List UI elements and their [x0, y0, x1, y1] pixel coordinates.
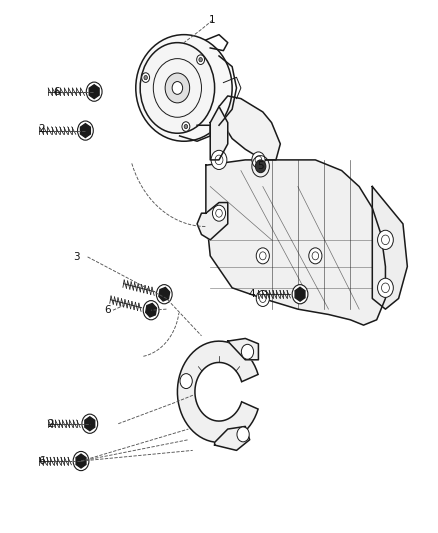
Circle shape	[378, 230, 393, 249]
Circle shape	[256, 290, 269, 306]
Circle shape	[86, 82, 102, 101]
Circle shape	[241, 344, 254, 359]
Ellipse shape	[136, 35, 232, 141]
Circle shape	[292, 285, 308, 304]
Polygon shape	[206, 160, 385, 325]
Text: 1: 1	[209, 15, 216, 25]
Circle shape	[143, 301, 159, 320]
Circle shape	[165, 73, 190, 103]
Circle shape	[212, 205, 226, 221]
Circle shape	[252, 152, 265, 168]
Circle shape	[144, 76, 148, 80]
Circle shape	[140, 43, 215, 133]
Polygon shape	[177, 341, 258, 442]
Polygon shape	[295, 287, 305, 301]
Text: 4: 4	[248, 289, 255, 299]
Polygon shape	[228, 338, 258, 360]
Circle shape	[211, 150, 227, 169]
Polygon shape	[85, 417, 95, 431]
Text: 2: 2	[47, 419, 54, 429]
Circle shape	[255, 160, 266, 173]
Circle shape	[78, 121, 93, 140]
Circle shape	[172, 82, 183, 94]
Circle shape	[156, 285, 172, 304]
Polygon shape	[372, 187, 407, 309]
Circle shape	[184, 124, 187, 128]
Polygon shape	[76, 454, 86, 468]
Text: 6: 6	[38, 456, 45, 466]
Circle shape	[256, 248, 269, 264]
Polygon shape	[210, 107, 228, 160]
Circle shape	[73, 451, 89, 471]
Polygon shape	[81, 124, 90, 138]
Circle shape	[180, 374, 192, 389]
Polygon shape	[219, 96, 280, 160]
Circle shape	[82, 414, 98, 433]
Polygon shape	[146, 303, 156, 317]
Text: 6: 6	[53, 87, 60, 96]
Circle shape	[237, 427, 249, 442]
Text: 6: 6	[104, 305, 111, 315]
Text: 5: 5	[257, 161, 264, 171]
Circle shape	[197, 55, 205, 64]
Text: 2: 2	[38, 124, 45, 134]
Circle shape	[309, 248, 322, 264]
Polygon shape	[159, 287, 170, 301]
Polygon shape	[197, 203, 228, 240]
Circle shape	[199, 58, 202, 62]
Circle shape	[142, 73, 150, 83]
Circle shape	[378, 278, 393, 297]
Text: 3: 3	[73, 252, 80, 262]
Polygon shape	[215, 426, 250, 450]
Polygon shape	[89, 85, 99, 99]
Circle shape	[182, 122, 190, 131]
